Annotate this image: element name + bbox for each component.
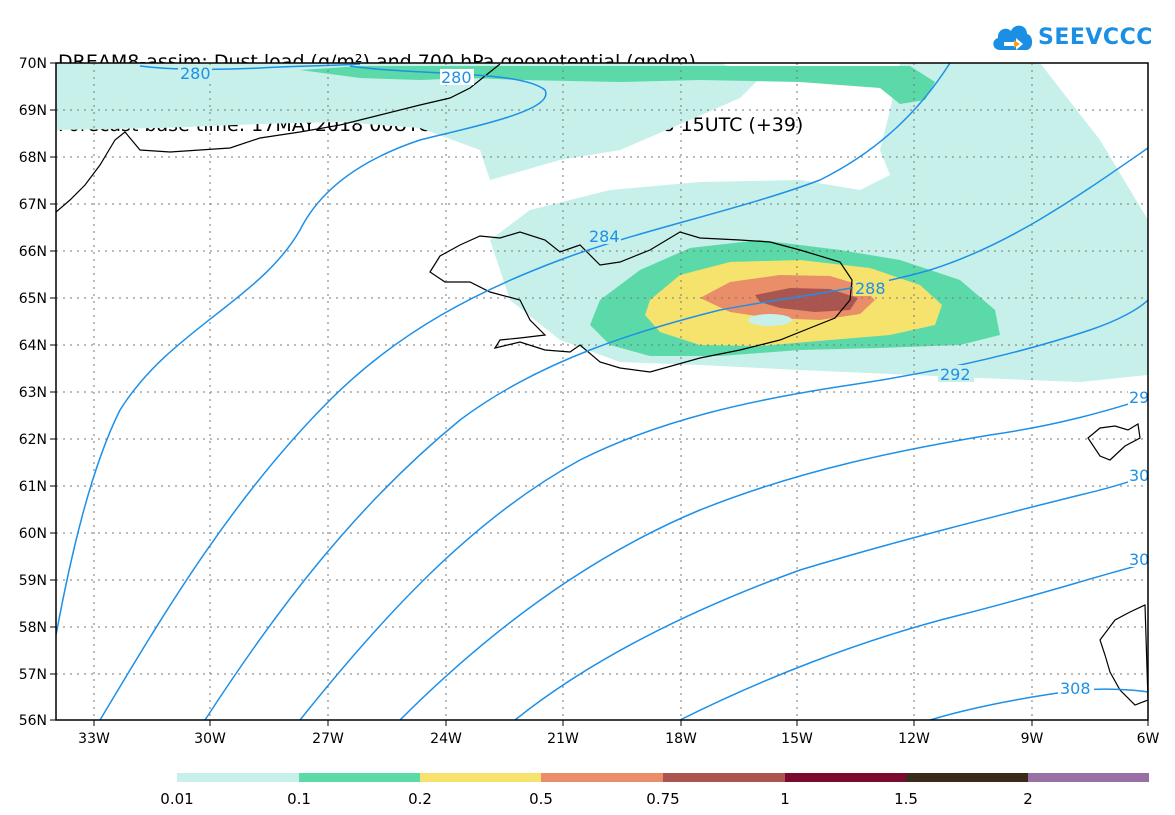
- contour-300: [514, 474, 1148, 720]
- colorbar-tick-label: 1.5: [894, 790, 918, 808]
- lat-label: 64N: [19, 338, 47, 354]
- lat-label: 56N: [19, 713, 47, 729]
- contour-label-304: 30: [1129, 550, 1149, 569]
- tick-marks: [50, 62, 1149, 726]
- lon-label: 24W: [430, 731, 462, 747]
- contour-292: [299, 299, 1148, 720]
- lon-label: 27W: [312, 731, 344, 747]
- contour-label-280a: 280: [180, 64, 211, 83]
- colorbar-tick-label: 1: [780, 790, 790, 808]
- lon-label: 30W: [194, 731, 226, 747]
- lon-label: 18W: [665, 731, 697, 747]
- lat-label: 66N: [19, 244, 47, 260]
- colorbar-tick-label: 0.2: [408, 790, 432, 808]
- map-content: [56, 63, 1148, 720]
- lon-label: 6W: [1137, 731, 1160, 747]
- dust-clear-patch: [748, 314, 792, 326]
- contour-284: [99, 63, 951, 720]
- contour-304: [679, 562, 1148, 720]
- contour-labels: 280 280 284 288 292 29 30 30 308: [178, 64, 1150, 698]
- lon-label: 9W: [1021, 731, 1044, 747]
- colorbar-tick-label: 0.5: [529, 790, 553, 808]
- cloud-arrow-icon: [993, 25, 1033, 50]
- colorbar-swatch: [1028, 773, 1149, 782]
- colorbar-swatch: [785, 773, 906, 782]
- faroe-coast: [1087, 423, 1141, 461]
- lon-label: 33W: [78, 731, 110, 747]
- colorbar-swatch: [663, 773, 785, 782]
- contour-288: [204, 147, 1148, 720]
- contour-label-292: 292: [940, 365, 971, 384]
- lat-label: 69N: [19, 103, 47, 119]
- contour-280a: [139, 63, 361, 71]
- lat-label: 60N: [19, 526, 47, 542]
- colorbar-swatch: [299, 773, 420, 782]
- lon-label: 15W: [781, 731, 813, 747]
- lon-label: 12W: [898, 731, 930, 747]
- iceland-coast: [429, 231, 853, 373]
- contour-label-288: 288: [855, 279, 886, 298]
- contour-308: [929, 688, 1148, 720]
- colorbar-swatch: [177, 773, 299, 782]
- lat-label: 59N: [19, 573, 47, 589]
- latitude-labels: 70N 69N 68N 67N 66N 65N 64N 63N 62N 61N …: [19, 56, 47, 729]
- lat-label: 68N: [19, 150, 47, 166]
- lon-label: 21W: [547, 731, 579, 747]
- lat-label: 70N: [19, 56, 47, 72]
- contour-label-308: 308: [1060, 679, 1091, 698]
- colorbar-swatch: [541, 773, 663, 782]
- lat-label: 63N: [19, 385, 47, 401]
- contour-label-284: 284: [589, 227, 620, 246]
- colorbar-swatch: [906, 773, 1028, 782]
- contour-label-300: 30: [1129, 466, 1149, 485]
- colorbar-tick-label: 2: [1023, 790, 1033, 808]
- scotland-coast: [1099, 604, 1148, 706]
- logo-text: SEEVCCC: [1038, 24, 1153, 50]
- gridlines: [56, 63, 1148, 720]
- colorbar-tick-label: 0.75: [646, 790, 679, 808]
- contour-280b: [56, 65, 547, 636]
- longitude-labels: 33W 30W 27W 24W 21W 18W 15W 12W 9W 6W: [78, 731, 1159, 747]
- lat-label: 62N: [19, 432, 47, 448]
- coastlines: [56, 63, 1148, 706]
- dust-layer-075: [755, 288, 858, 312]
- lat-label: 61N: [19, 479, 47, 495]
- contour-label-280b: 280: [441, 68, 472, 87]
- lat-label: 57N: [19, 667, 47, 683]
- seevccc-logo: SEEVCCC: [990, 20, 1153, 54]
- colorbar: 0.01 0.1 0.2 0.5 0.75 1 1.5 2: [160, 773, 1149, 808]
- lat-label: 65N: [19, 291, 47, 307]
- lat-label: 58N: [19, 620, 47, 636]
- colorbar-tick-label: 0.01: [160, 790, 193, 808]
- contour-label-296: 29: [1129, 388, 1149, 407]
- greenland-coast: [56, 63, 501, 213]
- colorbar-swatch: [420, 773, 541, 782]
- lat-label: 67N: [19, 197, 47, 213]
- contour-296: [399, 397, 1148, 720]
- colorbar-tick-label: 0.1: [287, 790, 311, 808]
